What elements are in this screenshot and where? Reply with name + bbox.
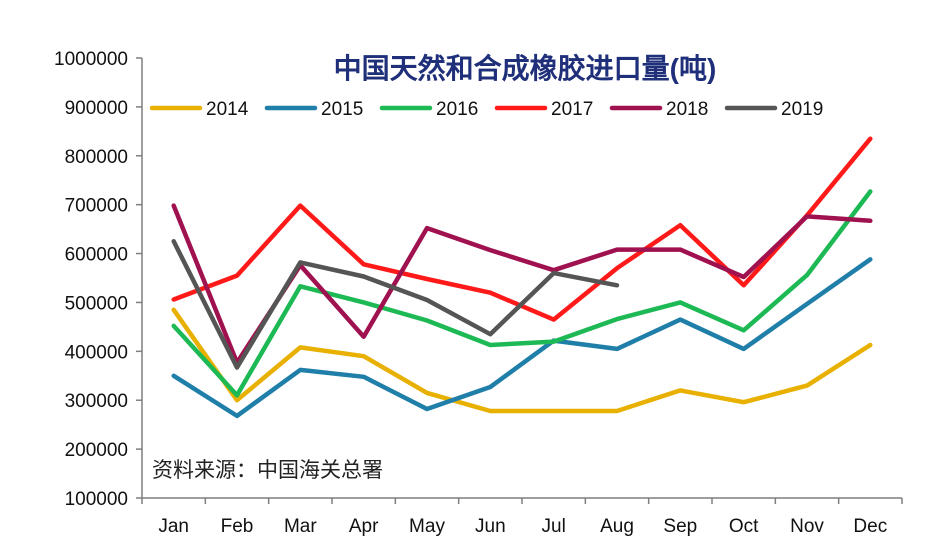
y-tick-label: 400000 bbox=[65, 342, 128, 363]
legend-label: 2014 bbox=[206, 99, 249, 120]
y-tick-label: 100000 bbox=[65, 489, 128, 510]
legend-item-2016: 2016 bbox=[379, 99, 478, 120]
x-tick-label: Apr bbox=[349, 516, 379, 537]
legend-label: 2019 bbox=[781, 99, 823, 120]
series-line-2019 bbox=[171, 239, 620, 370]
y-tick-label: 200000 bbox=[65, 440, 128, 461]
legend-label: 2017 bbox=[551, 99, 593, 120]
y-tick-label: 700000 bbox=[65, 196, 128, 217]
y-tick-label: 800000 bbox=[65, 147, 128, 168]
legend-item-2015: 2015 bbox=[264, 99, 363, 120]
legend-label: 2018 bbox=[666, 99, 708, 120]
y-tick-label: 500000 bbox=[65, 293, 128, 314]
legend-item-2018: 2018 bbox=[609, 99, 708, 120]
legend-label: 2015 bbox=[321, 99, 363, 120]
legend-item-2017: 2017 bbox=[494, 99, 593, 120]
x-tick-label: Dec bbox=[853, 516, 887, 537]
legend-item-2019: 2019 bbox=[724, 99, 823, 120]
y-tick-label: 1000000 bbox=[54, 49, 128, 70]
y-tick-label: 900000 bbox=[65, 98, 128, 119]
x-tick-label: Mar bbox=[284, 516, 317, 537]
x-tick-label: Jan bbox=[158, 516, 189, 537]
x-tick-label: Aug bbox=[600, 516, 634, 537]
x-tick-label: Nov bbox=[790, 516, 824, 537]
x-tick-label: May bbox=[409, 516, 445, 537]
axes: 100000 200000 300000 400000 500000 600000 7000… bbox=[54, 49, 903, 537]
y-tick-label: 600000 bbox=[65, 245, 128, 266]
chart-title: 中国天然和合成橡胶进口量(吨) bbox=[334, 52, 717, 84]
x-tick-label: Feb bbox=[221, 516, 254, 537]
x-tick-label: Oct bbox=[729, 516, 759, 537]
series-layer bbox=[171, 136, 873, 419]
series-line-2014 bbox=[171, 307, 873, 414]
legend-label: 2016 bbox=[436, 99, 478, 120]
legend-item-2014: 2014 bbox=[149, 99, 249, 120]
x-tick-label: Jun bbox=[475, 516, 506, 537]
source-note: 资料来源：中国海关总署 bbox=[152, 459, 383, 482]
series-line-2015 bbox=[171, 257, 873, 419]
x-tick-label: Jul bbox=[542, 516, 566, 537]
legend: 2014 2015 2016 2017 2018 2019 bbox=[149, 99, 823, 120]
y-tick-label: 300000 bbox=[65, 391, 128, 412]
x-tick-label: Sep bbox=[663, 516, 697, 537]
series-line-2016 bbox=[171, 189, 873, 398]
series-line-2017 bbox=[171, 136, 873, 322]
